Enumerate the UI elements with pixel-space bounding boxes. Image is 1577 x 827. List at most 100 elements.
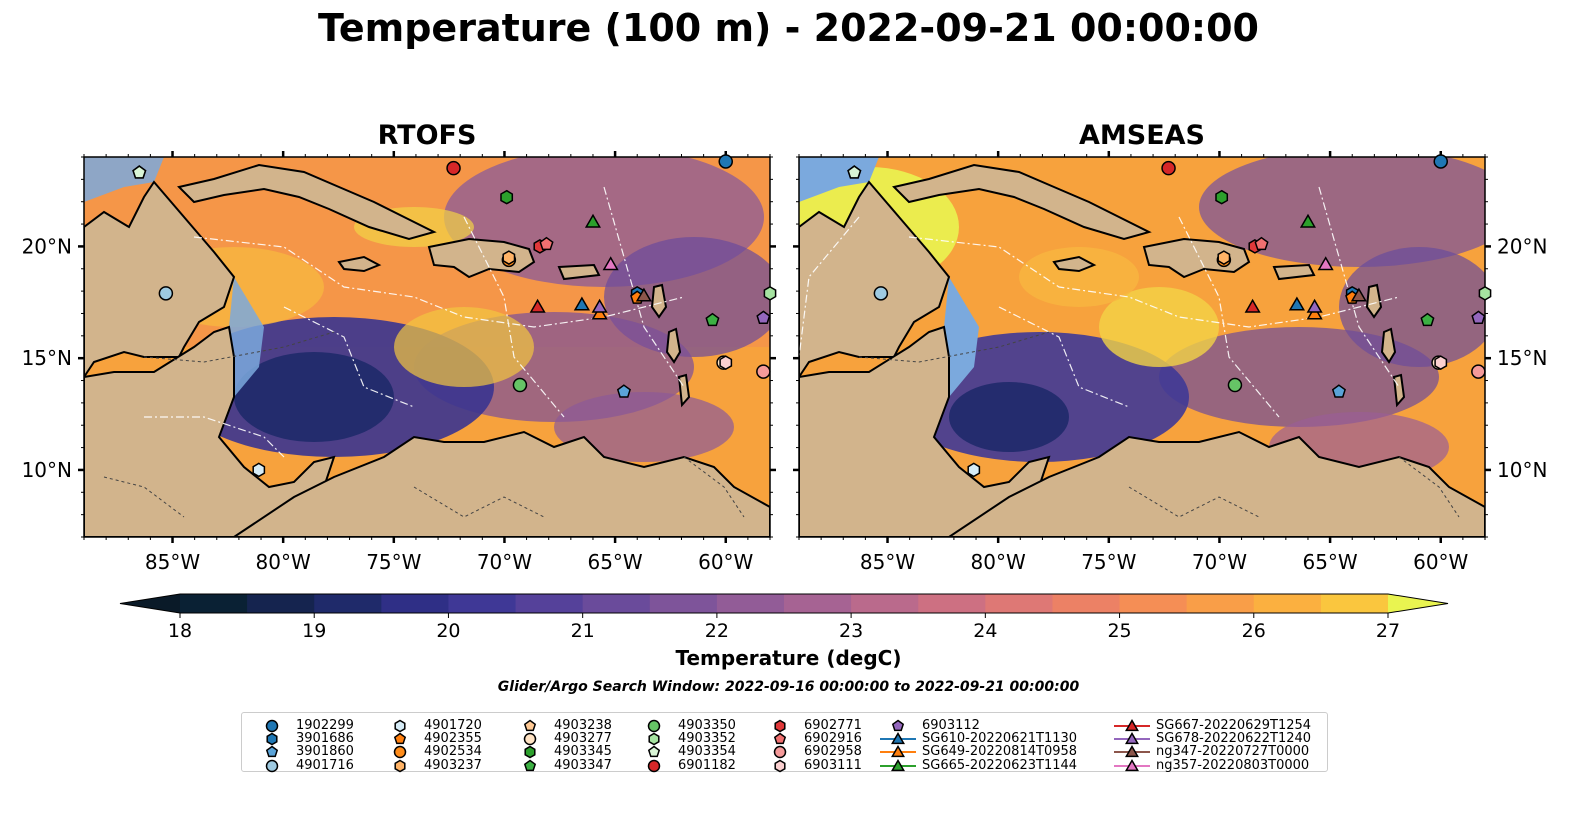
legend-label: SG667-20220629T1254 <box>1156 718 1312 733</box>
colorbar-segment <box>649 594 718 613</box>
colorbar-tick-label: 27 <box>1376 620 1400 642</box>
legend-label: SG649-20220814T0958 <box>922 744 1078 760</box>
legend-label: 4901720 <box>424 718 482 733</box>
legend-label: 4903350 <box>678 718 736 733</box>
legend-marker <box>393 746 407 759</box>
legend-label: 4903352 <box>678 731 736 747</box>
legend-marker <box>394 719 406 733</box>
platform-marker-6902916 <box>1254 236 1269 251</box>
legend-label: 4901716 <box>296 757 354 773</box>
lon-tick-label: 65°W <box>587 550 642 574</box>
platform-marker-6902916 <box>539 236 554 251</box>
legend-marker <box>1125 745 1139 758</box>
colorbar-segment <box>1119 594 1188 613</box>
platform-marker-SG665-20220623T1144 <box>584 213 601 228</box>
platform-marker-4901716 <box>158 286 174 301</box>
platform-marker-4901720 <box>967 462 981 478</box>
legend-marker <box>394 759 406 772</box>
legend-marker <box>774 759 786 772</box>
colorbar-extend-low <box>120 594 180 613</box>
platform-marker-1902299 <box>718 154 733 169</box>
legend-marker <box>1125 732 1139 745</box>
platform-marker-6901182 <box>446 160 461 176</box>
platform-marker-4903347 <box>705 312 720 327</box>
panel-title-rtofs: RTOFS <box>377 120 477 151</box>
platform-marker-SG649-20220814T0958 <box>1306 305 1323 320</box>
lon-tick-label: 70°W <box>477 550 532 574</box>
legend-label: SG665-20220623T1144 <box>922 757 1078 773</box>
colorbar-outline <box>119 593 1449 614</box>
platform-marker-ng347-20220727T0000 <box>1350 287 1367 302</box>
lat-tick-label: 15°N <box>22 346 72 370</box>
platform-marker-SG610-20220621T1130 <box>1288 296 1306 311</box>
platform-marker-1902299 <box>1433 154 1448 169</box>
colorbar-segment <box>985 594 1053 613</box>
axis-ticks: 85°W 80°W 75°W 70°W 65°W 60°W 20°N 15°N 10°N 85°W… <box>22 151 1547 574</box>
map-panels: 85°W 80°W 75°W 70°W 65°W 60°W 20°N 15°N 10°N 85°W… <box>22 151 1547 574</box>
legend-marker <box>773 732 787 745</box>
platform-marker-4903350 <box>512 377 528 393</box>
platform-marker-ng357-20220803T0000 <box>602 256 619 271</box>
platform-marker-4903347 <box>1420 312 1435 327</box>
lat-tick-label: 20°N <box>1497 234 1547 258</box>
platform-marker-4901720 <box>252 462 266 478</box>
legend-marker <box>265 759 279 772</box>
colorbar-tick-label: 24 <box>973 620 997 642</box>
legend-marker <box>523 732 537 746</box>
legend-marker <box>647 759 661 772</box>
legend-label: SG678-20220622T1240 <box>1156 731 1312 747</box>
legend-marker <box>891 758 905 771</box>
figure-title: Temperature (100 m) - 2022-09-21 00:00:0… <box>317 6 1259 50</box>
colorbar-tick-label: 25 <box>1107 620 1131 642</box>
platform-marker-SG610-20220621T1130 <box>573 296 591 311</box>
legend-label: 6901182 <box>678 757 736 773</box>
rtofs-map <box>83 156 771 538</box>
platform-marker-4903350 <box>1227 377 1243 393</box>
colorbar-segment <box>716 594 785 613</box>
lon-tick-label: 75°W <box>1081 550 1136 574</box>
legend-label: 6903111 <box>804 757 862 773</box>
colorbar-segment <box>448 594 517 613</box>
platform-marker-3901860 <box>1331 384 1346 398</box>
legend-label: 3901860 <box>296 744 354 760</box>
colorbar-segment <box>1052 594 1121 613</box>
legend-label: 3901686 <box>296 731 354 747</box>
lon-tick-label: 85°W <box>860 550 915 574</box>
colorbar-tick-label: 23 <box>839 620 863 642</box>
legend-label: 4903345 <box>554 744 612 760</box>
colorbar-segment <box>582 594 651 613</box>
platform-marker-4901716 <box>873 286 889 301</box>
colorbar-segment <box>381 594 449 613</box>
colorbar-segment <box>1253 594 1322 613</box>
legend-label: 4903237 <box>424 757 482 773</box>
colorbar-tick-label: 20 <box>436 620 460 642</box>
platform-marker-6903111 <box>1434 355 1448 370</box>
legend-label: 4903354 <box>678 744 736 760</box>
lon-tick-label: 60°W <box>1413 550 1468 574</box>
legend-label: 4903277 <box>554 731 612 747</box>
legend-marker <box>523 759 537 771</box>
platform-marker-4903237 <box>502 250 516 265</box>
platform-marker-4903354 <box>847 165 862 179</box>
legend-marker <box>393 732 407 745</box>
legend-marker <box>891 732 905 745</box>
colorbar-segment <box>247 594 315 613</box>
legend-label: 4903347 <box>554 757 612 773</box>
colorbar-tick-label: 19 <box>302 620 326 642</box>
platform-marker-ng357-20220803T0000 <box>1317 256 1334 271</box>
colorbar-segment <box>784 594 852 613</box>
lon-tick-label: 80°W <box>256 550 311 574</box>
legend-marker <box>774 719 786 733</box>
legend-marker <box>773 746 787 759</box>
platform-marker-6903112 <box>1471 310 1486 324</box>
platform-marker-ng347-20220727T0000 <box>635 287 652 302</box>
legend-label: ng347-20220727T0000 <box>1156 744 1310 760</box>
lon-tick-label: 60°W <box>698 550 753 574</box>
legend-marker <box>524 746 536 759</box>
colorbar-segment <box>515 594 584 613</box>
colorbar-segment <box>314 594 382 613</box>
colorbar-segment <box>180 594 248 613</box>
colorbar-tick-label: 21 <box>571 620 595 642</box>
legend-label: 6902958 <box>804 744 862 760</box>
search-window-text: Glider/Argo Search Window: 2022-09-16 00… <box>497 679 1080 695</box>
